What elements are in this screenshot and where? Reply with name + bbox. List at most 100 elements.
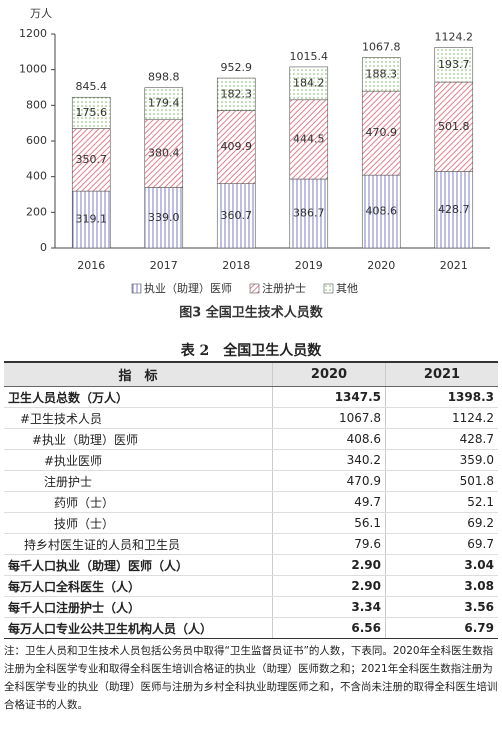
row-label: 每千人口注册护士（人）	[4, 596, 273, 618]
cell: 359.0	[385, 449, 498, 471]
cell: 428.7	[385, 428, 498, 450]
data-label: 319.1	[76, 213, 108, 226]
cell: 69.7	[385, 533, 498, 555]
row-label: 持乡村医生证的人员和卫生员	[4, 533, 273, 555]
row-label: #卫生技术人员	[4, 407, 273, 429]
cell: 1398.3	[385, 386, 498, 408]
bar-segment	[144, 87, 184, 121]
cell: 3.04	[385, 554, 498, 576]
legend-label: 注册护士	[262, 281, 306, 295]
row-label: 药师（士）	[4, 491, 273, 513]
bar-segment	[434, 81, 474, 172]
cell: 3.34	[272, 596, 386, 618]
bar-segment	[361, 57, 401, 92]
x-tick-label: 2016	[77, 259, 105, 272]
data-label: 175.6	[76, 106, 108, 119]
total-label: 1067.8	[362, 41, 401, 54]
table: 指 标 2020 2021 卫生人员总数（万人） 1347.5 1398.3 #卫生技术…	[4, 361, 498, 639]
row-label: 技师（士）	[4, 512, 273, 534]
table-title: 表 2 全国卫生人员数	[180, 343, 322, 359]
data-label: 501.8	[438, 120, 470, 133]
row-label: 卫生人员总数（万人）	[4, 386, 273, 408]
bar-segment	[434, 171, 474, 249]
data-label: 182.3	[221, 87, 253, 100]
cell: 52.1	[385, 491, 498, 513]
data-label: 380.4	[148, 147, 180, 160]
y-unit: 万人	[30, 7, 52, 20]
cell: 1347.5	[272, 386, 386, 408]
x-tick-label: 2020	[367, 259, 395, 272]
header-cell: 2021	[385, 361, 498, 387]
data-label: 360.7	[221, 209, 253, 222]
data-label: 409.9	[221, 140, 253, 153]
cell: 2.90	[272, 575, 386, 597]
bar-segment	[144, 187, 184, 249]
legend-label: 执业（助理）医师	[144, 281, 232, 295]
data-label: 179.4	[148, 97, 180, 110]
y-tick-label: 600	[26, 134, 47, 147]
bar-segment	[361, 174, 401, 249]
cell: 470.9	[272, 470, 386, 492]
y-tick-label: 1200	[19, 27, 47, 40]
data-label: 193.7	[438, 58, 470, 71]
cell: 49.7	[272, 491, 386, 513]
x-tick-label: 2017	[150, 259, 178, 272]
cell: 56.1	[272, 512, 386, 534]
bar-segment	[71, 190, 111, 249]
x-tick-label: 2019	[295, 259, 323, 272]
cell: 69.2	[385, 512, 498, 534]
cell: 1124.2	[385, 407, 498, 429]
legend-label: 其他	[336, 282, 358, 295]
cell: 501.8	[385, 470, 498, 492]
y-tick-label: 800	[26, 98, 47, 111]
cell: 2.90	[272, 554, 386, 576]
x-tick-label: 2021	[440, 259, 468, 272]
row-label: 每万人口专业公共卫生机构人员（人）	[4, 617, 273, 639]
total-label: 898.8	[148, 71, 180, 84]
legend-swatch	[249, 283, 260, 294]
header-cell: 指 标	[4, 361, 273, 387]
bar-segment	[144, 119, 184, 188]
total-label: 845.4	[76, 80, 108, 93]
y-tick-label: 1000	[19, 63, 47, 76]
cell: 6.56	[272, 617, 386, 639]
legend-swatch	[323, 283, 334, 294]
legend-swatch	[131, 283, 142, 294]
total-label: 952.9	[221, 61, 253, 74]
row-label: #执业医师	[4, 449, 273, 471]
bar-segment	[71, 96, 111, 129]
y-tick-label: 0	[40, 241, 47, 254]
data-label: 339.0	[148, 211, 180, 224]
y-tick-label: 200	[26, 205, 47, 218]
total-label: 1124.2	[435, 31, 474, 44]
bar-segment	[289, 66, 329, 101]
data-label: 188.3	[366, 67, 398, 80]
note: 注：卫生人员和卫生技术人员包括公务员中取得“卫生监督员证书”的人数，下表同。20…	[4, 645, 498, 711]
row-label: 每万人口全科医生（人）	[4, 575, 273, 597]
row-label: #执业（助理）医师	[4, 428, 273, 450]
cell: 79.6	[272, 533, 386, 555]
data-label: 350.7	[76, 153, 108, 166]
x-tick-label: 2018	[222, 259, 250, 272]
row-label: 每千人口执业（助理）医师（人）	[4, 554, 273, 576]
data-label: 184.2	[293, 76, 325, 89]
bar-segment	[289, 178, 329, 249]
cell: 3.56	[385, 596, 498, 618]
cell: 6.79	[385, 617, 498, 639]
bar-segment	[361, 90, 401, 176]
data-label: 408.6	[366, 205, 398, 218]
data-label: 386.7	[293, 207, 325, 220]
row-label: 注册护士	[4, 470, 273, 492]
total-label: 1015.4	[290, 50, 329, 63]
chart-title: 图3 全国卫生技术人员数	[179, 305, 324, 321]
cell: 1067.8	[272, 407, 386, 429]
bar-segment	[216, 77, 256, 111]
chart: 万人 图3 全国卫生技术人员数 0 200 400 600 800 1000 1200 201…	[19, 7, 490, 321]
bar-segment	[71, 128, 111, 192]
cell: 408.6	[272, 428, 386, 450]
data-label: 470.9	[366, 126, 398, 139]
bar-segment	[434, 47, 474, 83]
bar-segment	[216, 110, 256, 184]
cell: 3.08	[385, 575, 498, 597]
